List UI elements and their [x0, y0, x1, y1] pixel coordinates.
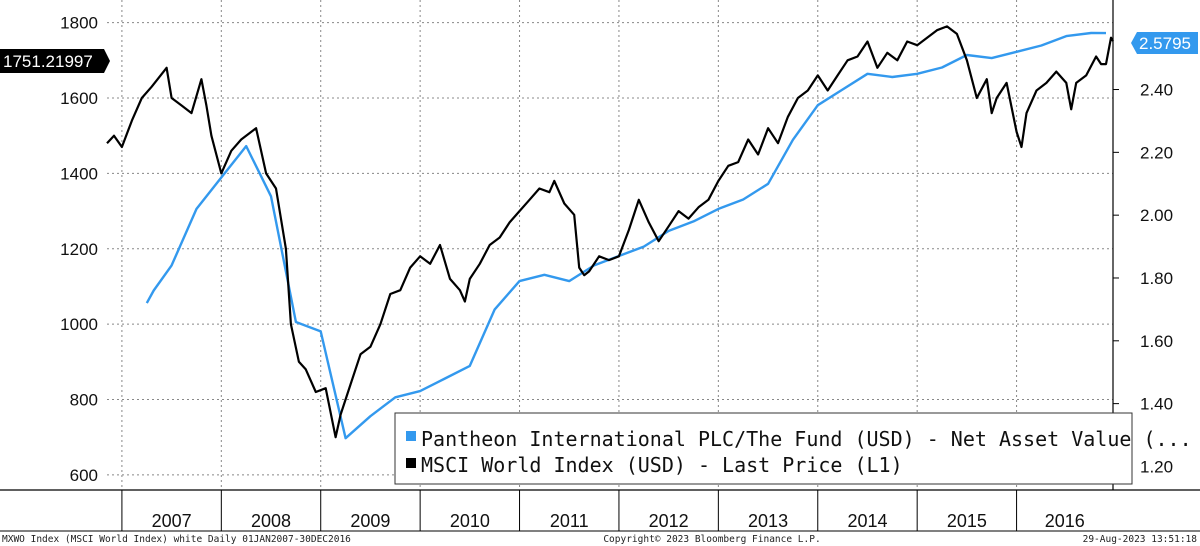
left-axis-ticks: 600 800 1000 1200 1400 1600 1800 [60, 14, 98, 485]
grid [107, 0, 1113, 490]
legend-label-msci: MSCI World Index (USD) - Last Price (L1) [421, 453, 903, 477]
footer-copyright: Copyright© 2023 Bloomberg Finance L.P. [603, 534, 820, 545]
series [106, 25, 1114, 440]
right-tick-label: 2.40 [1140, 81, 1173, 100]
right-tick-label: 1.80 [1140, 269, 1173, 288]
year-label: 2013 [748, 511, 788, 531]
legend-label-nav: Pantheon International PLC/The Fund (USD… [421, 427, 1192, 451]
last-value-nav: 2.5795 [1139, 34, 1191, 53]
legend: Pantheon International PLC/The Fund (USD… [394, 412, 1192, 485]
right-tick-label: 2.00 [1140, 206, 1173, 225]
left-tick-label: 1600 [60, 89, 98, 108]
year-label: 2016 [1045, 511, 1085, 531]
right-tick-label: 1.60 [1140, 332, 1173, 351]
left-tick-label: 600 [70, 466, 98, 485]
year-label: 2010 [450, 511, 490, 531]
right-tick-label: 2.20 [1140, 143, 1173, 162]
year-label: 2009 [350, 511, 390, 531]
legend-swatch-nav [406, 431, 416, 441]
legend-box [394, 412, 1133, 485]
left-tick-label: 1000 [60, 315, 98, 334]
left-tick-label: 800 [70, 391, 98, 410]
badge-left-shape [0, 49, 110, 73]
last-value-msci: 1751.21997 [3, 52, 93, 71]
year-label: 2011 [550, 511, 589, 531]
right-tick-label: 1.20 [1140, 457, 1173, 476]
badge-right-shape [1131, 32, 1198, 54]
year-label: 2014 [847, 511, 887, 531]
series-line-msci-world [106, 25, 1114, 439]
left-tick-label: 1800 [60, 14, 98, 33]
right-tick-label: 1.40 [1140, 395, 1173, 414]
left-tick-label: 1400 [60, 164, 98, 183]
right-axis-ticks: 1.20 1.40 1.60 1.80 2.00 2.20 2.40 [1113, 81, 1173, 476]
x-axis-year-labels: 2007 2008 2009 2010 2011 2012 2013 2014 2015 2016 [121, 490, 1085, 531]
footer-source: MXWO Index (MSCI World Index) white Dail… [2, 534, 351, 545]
year-label: 2015 [947, 511, 987, 531]
legend-swatch-msci [406, 458, 416, 468]
year-label: 2012 [649, 511, 689, 531]
year-label: 2007 [152, 511, 192, 531]
last-value-badge-right: 2.5795 [1131, 32, 1198, 54]
year-label: 2008 [251, 511, 291, 531]
last-value-badge-left: 1751.21997 [0, 49, 110, 73]
footer-timestamp: 29-Aug-2023 13:51:18 [1083, 534, 1198, 545]
left-tick-label: 1200 [60, 240, 98, 259]
